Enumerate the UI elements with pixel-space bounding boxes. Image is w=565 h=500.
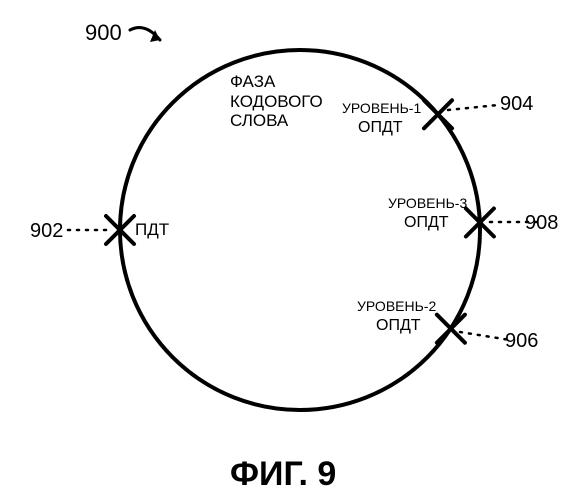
label-fig_number: 900 — [85, 20, 122, 45]
label-phase: ФАЗА КОДОВОГО СЛОВА — [230, 72, 323, 131]
label-lvl1_name: УРОВЕНЬ-1 — [342, 100, 421, 116]
label-caption: ФИГ. 9 — [230, 455, 336, 494]
label-ref906: 906 — [505, 330, 538, 353]
label-lvl1_sub: ОПДТ — [358, 119, 403, 137]
label-ref908: 908 — [525, 212, 558, 235]
label-lvl2_sub: ОПДТ — [376, 317, 421, 335]
label-pdt: ПДТ — [135, 220, 169, 240]
diagram-stage: 900 ФИГ. 9 ФАЗА КОДОВОГО СЛОВА ПДТ УРОВЕНЬ-1… — [0, 0, 565, 500]
label-lvl2_name: УРОВЕНЬ-2 — [357, 298, 436, 314]
label-lvl3_name: УРОВЕНЬ-3 — [388, 195, 467, 211]
label-ref904: 904 — [500, 93, 533, 116]
label-ref902: 902 — [30, 220, 63, 243]
label-lvl3_sub: ОПДТ — [404, 214, 449, 232]
